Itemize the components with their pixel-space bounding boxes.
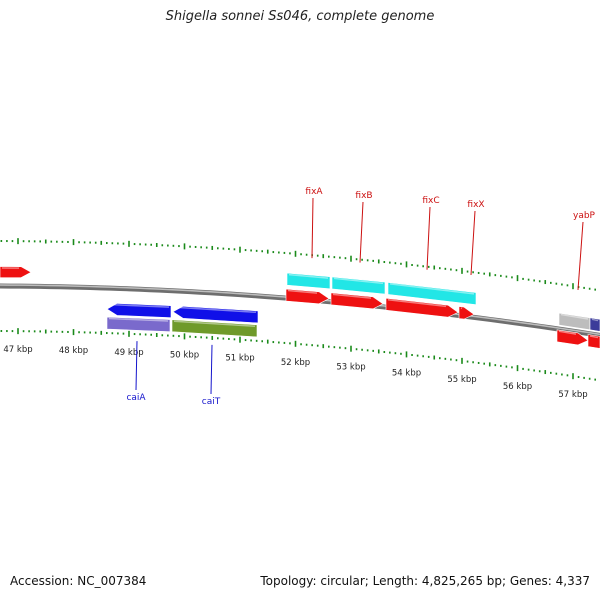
- scale-label: 57 kbp: [558, 390, 587, 400]
- scale-label: 52 kbp: [281, 358, 310, 368]
- feature-box-cyan: [286, 272, 331, 290]
- scale-label: 50 kbp: [170, 350, 199, 360]
- accession-text: Accession: NC_007384: [10, 574, 147, 588]
- cds-arrow: [587, 334, 600, 349]
- gene-label-caiT: caiT: [202, 397, 221, 407]
- feature-highlight: [558, 330, 577, 335]
- feature-box-darkblue: [589, 317, 600, 332]
- gene-label-yabP: yabP: [573, 211, 596, 221]
- feature-track: [0, 266, 600, 349]
- feature-box-cyan: [387, 282, 477, 305]
- label-leader: [311, 197, 314, 259]
- feature-highlight: [389, 283, 475, 295]
- scale-label: 48 kbp: [59, 346, 88, 356]
- cds-arrow-fixB: [330, 292, 384, 310]
- feature-box-olive: [171, 319, 258, 338]
- feature-highlight: [288, 273, 329, 279]
- gene-label-fixC: fixC: [422, 196, 439, 206]
- feature-highlight: [108, 317, 169, 322]
- feature-highlight: [387, 298, 447, 308]
- label-leader: [470, 210, 476, 276]
- cds-arrow: [556, 329, 589, 346]
- feature-highlight: [332, 293, 372, 299]
- scale-labels: 47 kbp 48 kbp 49 kbp 50 kbp 51 kbp 52 kbp 53 k…: [3, 345, 587, 400]
- label-leader: [359, 201, 364, 263]
- map-title: Shigella sonnei Ss046, complete genome: [165, 9, 435, 24]
- label-leader: [577, 221, 584, 290]
- feature-highlight: [591, 318, 599, 322]
- gene-labels: fixA fixB fixC fixX yabP caiA caiT: [126, 187, 595, 407]
- label-leader: [135, 341, 138, 391]
- gene-label-fixB: fixB: [355, 191, 372, 201]
- tick-marks: [0, 238, 597, 381]
- feature-highlight: [333, 277, 384, 285]
- feature-box-purple: [106, 316, 171, 332]
- feature-highlight: [287, 289, 318, 294]
- cds-arrow: [0, 266, 32, 278]
- label-leader: [426, 206, 431, 270]
- label-leader: [210, 344, 213, 395]
- gene-label-fixX: fixX: [467, 200, 484, 210]
- feature-highlight: [108, 303, 170, 308]
- gene-label-caiA: caiA: [126, 393, 146, 403]
- cds-arrow-caiA: [106, 303, 172, 318]
- feature-box-cyan: [331, 276, 386, 295]
- scale-label: 51 kbp: [225, 354, 254, 364]
- feature-highlight: [174, 306, 257, 314]
- scale-label: 56 kbp: [503, 382, 532, 392]
- feature-highlight: [589, 335, 599, 339]
- gene-label-fixA: fixA: [305, 187, 323, 197]
- cds-arrow-fixX: [458, 306, 475, 320]
- scale-label: 55 kbp: [447, 375, 476, 385]
- feature-highlight: [173, 320, 256, 327]
- cds-arrow-fixA: [285, 288, 330, 305]
- scale-label: 53 kbp: [336, 363, 365, 373]
- scale-label: 47 kbp: [3, 345, 32, 355]
- scale-label: 54 kbp: [392, 368, 421, 378]
- feature-highlight: [560, 313, 589, 320]
- cds-arrow-fixC: [385, 297, 459, 318]
- cds-arrow-caiT: [172, 305, 259, 324]
- genome-summary-text: Topology: circular; Length: 4,825,265 bp…: [260, 574, 590, 588]
- scale-label: 49 kbp: [114, 348, 143, 358]
